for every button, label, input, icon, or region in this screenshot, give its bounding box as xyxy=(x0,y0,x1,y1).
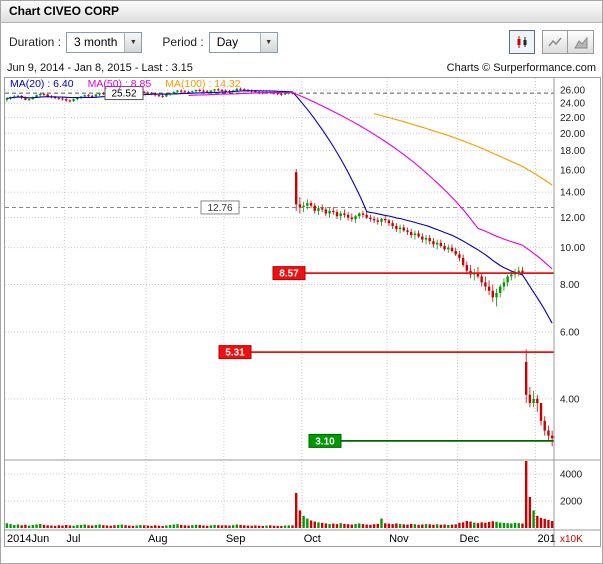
svg-text:Sep: Sep xyxy=(226,533,246,545)
svg-text:8.57: 8.57 xyxy=(279,269,299,280)
candlestick-icon xyxy=(517,36,527,48)
chevron-down-icon: ▼ xyxy=(124,32,142,52)
svg-text:25.52: 25.52 xyxy=(111,89,136,100)
svg-text:10.00: 10.00 xyxy=(560,243,585,254)
chart-credit: Charts © Surperformance.com xyxy=(446,62,596,74)
svg-text:2014Jun: 2014Jun xyxy=(7,533,49,545)
duration-label: Duration : xyxy=(9,35,62,49)
candlestick-chart-button[interactable] xyxy=(509,30,535,54)
period-select[interactable]: Day ▼ xyxy=(208,31,278,53)
svg-text:Dec: Dec xyxy=(460,533,480,545)
svg-text:26.00: 26.00 xyxy=(560,86,585,97)
price-chart-svg: 25.52 12.76 8.57 5.31 3.10 26.00 24.00 22.00 20.… xyxy=(5,78,600,546)
chart-type-buttons xyxy=(509,30,594,54)
svg-text:3.10: 3.10 xyxy=(315,436,335,447)
svg-text:201: 201 xyxy=(537,533,555,545)
svg-text:4000: 4000 xyxy=(560,470,583,481)
window-title: Chart CIVEO CORP xyxy=(1,1,602,23)
duration-value: 3 month xyxy=(74,35,118,49)
ma-legend: MA(20) : 6.40 MA(50) : 8.85 MA(100) : 14.3… xyxy=(10,78,255,90)
svg-text:12.76: 12.76 xyxy=(207,203,232,214)
ma-legend-item: MA(20) : 6.40 xyxy=(10,78,74,90)
info-row: Jun 9, 2014 - Jan 8, 2015 - Last : 3.15 … xyxy=(1,61,602,77)
svg-text:24.00: 24.00 xyxy=(560,99,585,110)
ma-legend-item: MA(100) : 14.32 xyxy=(165,78,241,90)
line-area-button-group xyxy=(542,30,594,54)
line-chart-icon xyxy=(548,37,562,47)
svg-text:Oct: Oct xyxy=(304,533,321,545)
svg-text:20.00: 20.00 xyxy=(560,129,585,140)
svg-text:Nov: Nov xyxy=(389,533,409,545)
svg-text:18.00: 18.00 xyxy=(560,146,585,157)
ma-legend-item: MA(50) : 8.85 xyxy=(87,78,152,90)
svg-text:14.00: 14.00 xyxy=(560,188,585,199)
svg-text:2000: 2000 xyxy=(560,497,583,508)
svg-text:4.00: 4.00 xyxy=(560,394,580,405)
svg-text:Jul: Jul xyxy=(66,533,80,545)
svg-text:22.00: 22.00 xyxy=(560,113,585,124)
date-range-text: Jun 9, 2014 - Jan 8, 2015 - Last : 3.15 xyxy=(7,62,193,74)
area-chart-icon xyxy=(573,36,587,49)
svg-text:16.00: 16.00 xyxy=(560,166,585,177)
chart-canvas: 25.52 12.76 8.57 5.31 3.10 26.00 24.00 22.00 20.… xyxy=(4,77,601,547)
line-chart-button[interactable] xyxy=(542,30,568,54)
svg-text:x10K: x10K xyxy=(560,534,583,545)
duration-select[interactable]: 3 month ▼ xyxy=(66,31,143,53)
svg-text:12.00: 12.00 xyxy=(560,213,585,224)
period-label: Period : xyxy=(162,35,204,49)
toolbar: Duration : 3 month ▼ Period : Day ▼ xyxy=(1,23,602,61)
area-chart-button[interactable] xyxy=(568,30,594,54)
period-value: Day xyxy=(216,35,239,49)
svg-text:Aug: Aug xyxy=(148,533,168,545)
svg-text:8.00: 8.00 xyxy=(560,280,580,291)
chevron-down-icon: ▼ xyxy=(259,32,277,52)
svg-text:6.00: 6.00 xyxy=(560,327,580,338)
svg-text:5.31: 5.31 xyxy=(225,348,245,359)
